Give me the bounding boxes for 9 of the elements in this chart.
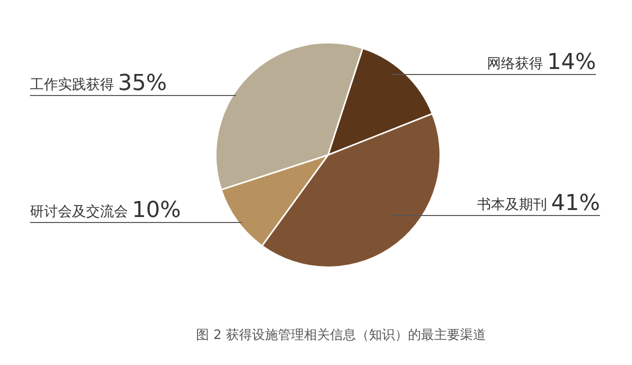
data-label: 41% bbox=[551, 191, 600, 216]
slice-label: 研讨会及交流会 bbox=[30, 204, 128, 220]
slice-label: 网络获得 bbox=[487, 56, 544, 72]
slice-label: 书本及期刊 bbox=[477, 197, 548, 213]
data-label: 10% bbox=[132, 198, 181, 223]
caption: 图 2 获得设施管理相关信息（知识）的最主要渠道 bbox=[195, 327, 487, 344]
data-label: 14% bbox=[547, 50, 596, 75]
data-label: 35% bbox=[118, 71, 167, 96]
slice-label: 工作实践获得 bbox=[30, 77, 114, 93]
